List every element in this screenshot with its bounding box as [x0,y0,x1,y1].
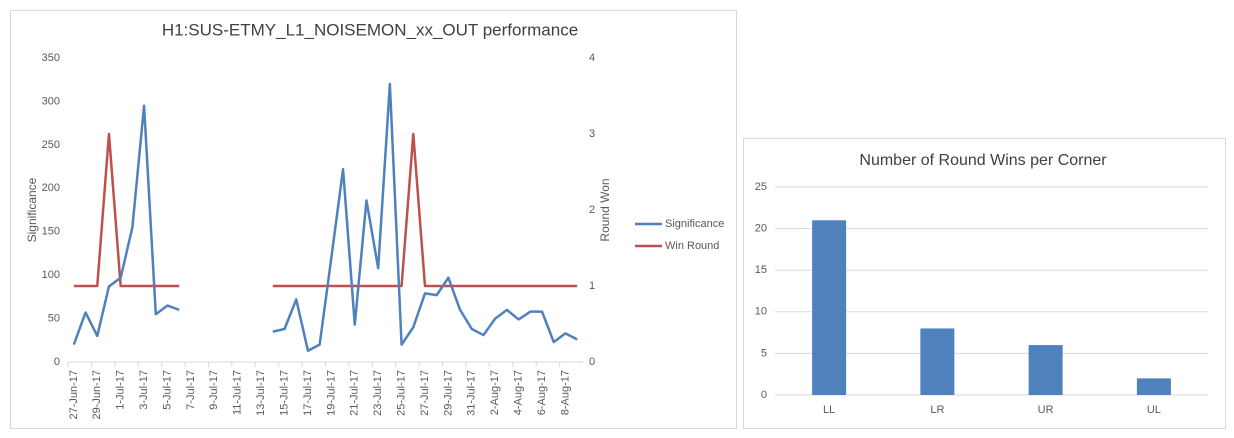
y-tick-label: 50 [48,312,60,324]
y-tick-label: 15 [755,264,767,276]
x-tick-label: UL [1147,404,1161,416]
x-tick-label: 15-Jul-17 [278,370,290,416]
chart-title: Number of Round Wins per Corner [859,152,1107,169]
y2-tick-label: 2 [589,204,595,216]
x-tick-label: 9-Jul-17 [208,370,220,410]
x-tick-label: 31-Jul-17 [466,370,478,416]
data-line [72,82,578,352]
y2-tick-label: 1 [589,280,595,292]
legend-label: Win Round [665,240,719,252]
y-tick-label: 25 [755,181,767,193]
y-tick-label: 350 [42,52,60,64]
y-tick-label: 150 [42,226,60,238]
x-tick-label: LL [823,404,835,416]
panel [10,10,737,429]
x-tick-label: 4-Aug-17 [513,370,525,415]
y-tick-label: 0 [761,389,767,401]
x-tick-label: 11-Jul-17 [232,370,244,415]
x-tick-label: 5-Jul-17 [161,370,173,410]
x-tick-label: 29-Jun-17 [91,370,103,420]
x-tick-label: 17-Jul-17 [302,370,314,416]
y2-axis-title: Round Won [598,178,612,241]
x-tick-label: 27-Jul-17 [419,370,431,416]
x-tick-label: 8-Aug-17 [559,370,571,415]
bar [1028,345,1063,395]
x-tick-label: 3-Jul-17 [138,370,150,410]
y2-tick-label: 0 [589,356,595,368]
bar [812,220,847,395]
y-axis-title: Significance [25,177,39,242]
x-tick-label: 2-Aug-17 [489,370,501,415]
line-chart: H1:SUS-ETMY_L1_NOISEMON_xx_OUT performan… [25,20,724,419]
x-tick-label: 29-Jul-17 [442,370,454,416]
x-tick-label: 19-Jul-17 [325,370,337,416]
y2-tick-label: 4 [589,52,595,64]
x-tick-label: 6-Aug-17 [536,370,548,415]
bar [920,328,955,395]
x-tick-label: 27-Jun-17 [68,370,80,420]
x-tick-label: LR [930,404,944,416]
y-tick-label: 300 [42,95,60,107]
y-tick-label: 20 [755,223,767,235]
bar [1136,378,1171,395]
x-tick-label: 7-Jul-17 [185,370,197,410]
y-tick-label: 5 [761,347,767,359]
y-tick-label: 200 [42,182,60,194]
y-tick-label: 250 [42,139,60,151]
y-tick-label: 100 [42,269,60,281]
x-tick-label: 1-Jul-17 [115,370,127,410]
legend-label: Significance [665,218,724,230]
y-tick-label: 10 [755,306,767,318]
chart-title: H1:SUS-ETMY_L1_NOISEMON_xx_OUT performan… [162,20,578,39]
x-tick-label: 25-Jul-17 [395,370,407,416]
bar-chart: Number of Round Wins per Corner 0 5 10 15 20… [755,152,1208,416]
y-tick-label: 0 [54,356,60,368]
x-tick-label: 21-Jul-17 [349,370,361,416]
data-line [73,132,578,288]
x-tick-label: UR [1038,404,1054,416]
x-tick-label: 13-Jul-17 [255,370,267,416]
x-tick-label: 23-Jul-17 [372,370,384,416]
y2-tick-label: 3 [589,128,595,140]
